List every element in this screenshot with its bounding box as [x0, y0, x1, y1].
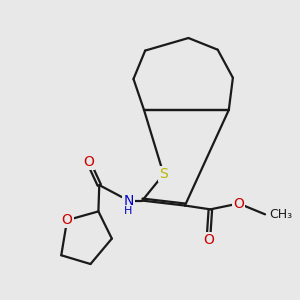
Text: CH₃: CH₃: [269, 208, 292, 221]
Text: H: H: [124, 206, 133, 216]
Text: O: O: [233, 196, 244, 211]
Text: S: S: [159, 167, 168, 181]
Text: O: O: [62, 213, 73, 227]
Text: N: N: [123, 194, 134, 208]
Text: O: O: [83, 155, 94, 169]
Text: O: O: [203, 233, 214, 247]
